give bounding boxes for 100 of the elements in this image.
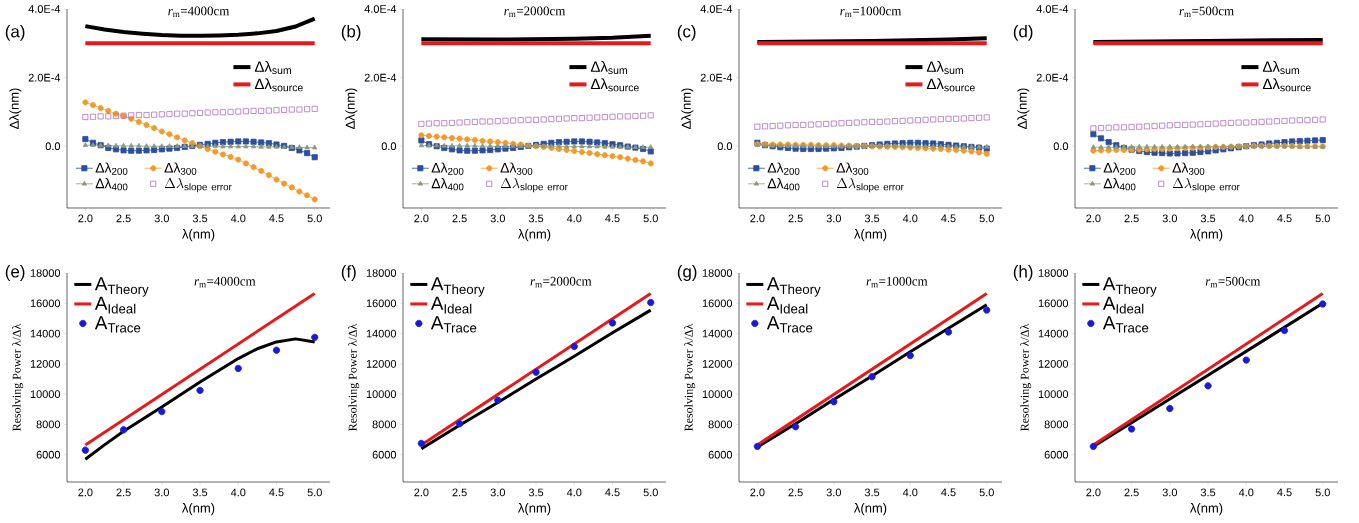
- x-tick-label: 5.0: [1315, 488, 1330, 497]
- x-tick-label: 4.5: [269, 214, 284, 223]
- legend-label: A$_{Trace}$: [94, 316, 141, 333]
- y-tick-label: 10000: [366, 390, 397, 399]
- y-tick-label: 18000: [366, 269, 397, 277]
- x-tick-label: 5.0: [643, 488, 658, 497]
- chart-title: r$_{m}$=4000cm: [168, 6, 230, 17]
- y-axis-title: Resolving Power λ/Δλ: [684, 323, 696, 431]
- x-tick-label: 2.0: [78, 214, 93, 223]
- y-tick-label: 10000: [1038, 390, 1069, 399]
- x-tick-label: 5.0: [643, 214, 658, 223]
- legend-label: Δλ$_{200}$: [95, 162, 128, 175]
- y-tick-label: 12000: [702, 360, 733, 368]
- x-tick-label: 3.5: [528, 214, 544, 223]
- x-tick-label: 5.0: [979, 488, 994, 497]
- x-tick-label: 4.0: [566, 214, 582, 223]
- legend-label: Δλ$_{300}$: [1172, 162, 1205, 175]
- y-tick-label: 16000: [366, 299, 397, 308]
- y-tick-label: 16000: [1038, 299, 1069, 308]
- y-tick-label: 14000: [366, 329, 397, 338]
- x-tick-label: 4.5: [941, 488, 956, 497]
- legend-label: Δλ$_{sum}$: [254, 60, 291, 75]
- y-tick-label: 0.0: [381, 142, 397, 151]
- x-axis-title: λ(nm): [854, 503, 887, 516]
- y-tick-label: 4.0E-4: [700, 5, 733, 13]
- text: (h): [1013, 265, 1033, 281]
- y-tick-label: 18000: [1038, 269, 1069, 277]
- y-tick-label: 0.0: [717, 142, 733, 151]
- x-tick-label: 3.5: [192, 488, 208, 497]
- legend-label: Δλ$_{400}$: [431, 178, 464, 191]
- y-tick-label: 4.0E-4: [28, 5, 61, 13]
- y-tick-label: 12000: [366, 360, 397, 368]
- x-tick-label: 3.0: [490, 488, 505, 497]
- x-tick-label: 3.5: [1200, 214, 1216, 223]
- chart-title: r$_{m}$=500cm: [1179, 6, 1234, 17]
- x-tick-label: 4.0: [230, 488, 246, 497]
- x-tick-label: 2.0: [1086, 488, 1101, 497]
- x-tick-label: 3.0: [826, 488, 841, 497]
- x-tick-label: 5.0: [307, 214, 322, 223]
- x-tick-label: 2.5: [116, 214, 131, 223]
- x-axis-title: λ(nm): [854, 229, 887, 242]
- x-tick-label: 2.0: [414, 488, 429, 497]
- legend-label: A$_{Ideal}$: [766, 296, 808, 314]
- x-tick-label: 2.5: [788, 488, 803, 497]
- y-tick-label: 10000: [702, 390, 733, 399]
- x-tick-label: 4.0: [1238, 488, 1254, 497]
- x-tick-label: 2.5: [452, 488, 467, 497]
- x-tick-label: 4.5: [1277, 488, 1292, 497]
- legend-label: $\Delta\lambda_{\mathrm{slope\ error}}$: [836, 177, 904, 193]
- y-tick-label: 2.0E-4: [1036, 73, 1069, 82]
- x-tick-label: 3.5: [864, 488, 880, 497]
- x-axis-title: λ(nm): [182, 503, 215, 516]
- chart-title: r$_{m}$=500cm: [1205, 276, 1261, 288]
- legend-label: Δλ$_{source}$: [1262, 78, 1311, 92]
- x-tick-label: 3.5: [864, 214, 880, 223]
- chart-title: r$_{m}$=2000cm: [530, 276, 592, 288]
- y-tick-label: 2.0E-4: [700, 73, 733, 82]
- legend-label: Δλ$_{400}$: [767, 178, 800, 191]
- y-tick-label: 16000: [30, 299, 61, 308]
- x-tick-label: 3.0: [154, 214, 169, 223]
- legend-label: Δλ$_{400}$: [95, 178, 128, 191]
- x-tick-label: 3.0: [1162, 488, 1177, 497]
- y-axis-title: Resolving Power λ/Δλ: [12, 323, 24, 431]
- x-tick-label: 2.0: [78, 488, 93, 497]
- x-tick-label: 4.5: [941, 214, 956, 223]
- text: (f): [341, 265, 356, 281]
- legend-label: Δλ$_{300}$: [836, 162, 869, 175]
- y-tick-label: 8000: [1044, 420, 1069, 429]
- x-tick-label: 2.5: [116, 488, 131, 497]
- x-tick-label: 2.0: [414, 214, 429, 223]
- y-tick-label: 2.0E-4: [364, 73, 397, 82]
- legend-label: A$_{Theory}$: [1102, 277, 1157, 297]
- y-tick-label: 4.0E-4: [364, 5, 397, 13]
- y-axis-title: Resolving Power λ/Δλ: [1020, 323, 1032, 431]
- x-tick-label: 2.5: [788, 214, 803, 223]
- legend-label: $\Delta\lambda_{\mathrm{slope\ error}}$: [1172, 177, 1240, 193]
- y-tick-label: 14000: [702, 329, 733, 338]
- chart-title: r$_{m}$=4000cm: [194, 276, 256, 288]
- x-axis-title: λ(nm): [1190, 229, 1223, 242]
- text: (c): [677, 25, 696, 41]
- x-tick-label: 4.5: [269, 488, 284, 497]
- x-tick-label: 3.5: [1200, 488, 1216, 497]
- x-tick-label: 3.0: [490, 214, 505, 223]
- x-tick-label: 4.5: [605, 214, 620, 223]
- y-tick-label: 8000: [372, 420, 397, 429]
- x-axis-title: λ(nm): [518, 503, 551, 516]
- y-tick-label: 6000: [1044, 450, 1069, 459]
- y-tick-label: 12000: [30, 360, 61, 368]
- y-tick-label: 6000: [372, 450, 397, 459]
- legend-label: A$_{Theory}$: [766, 277, 821, 297]
- x-tick-label: 4.5: [1277, 214, 1292, 223]
- legend-label: A$_{Ideal}$: [430, 296, 472, 314]
- legend-label: Δλ$_{source}$: [254, 78, 303, 92]
- x-tick-label: 3.5: [528, 488, 544, 497]
- x-tick-label: 2.5: [1124, 488, 1139, 497]
- legend-label: Δλ$_{sum}$: [1262, 60, 1299, 75]
- text: (d): [1013, 25, 1033, 41]
- y-tick-label: 8000: [708, 420, 733, 429]
- y-tick-label: 18000: [30, 269, 61, 277]
- chart-title: r$_{m}$=2000cm: [504, 6, 566, 17]
